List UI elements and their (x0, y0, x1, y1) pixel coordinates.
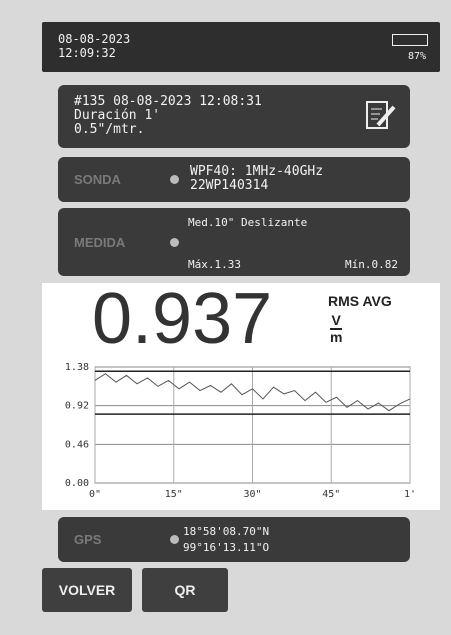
max-value: Máx.1.33 (188, 258, 241, 271)
spacing: 0.5"/mtr. (74, 122, 145, 137)
y-tick-label: 1.38 (65, 362, 89, 373)
battery-level: 87% (407, 51, 426, 62)
duration: Duración 1' (74, 108, 161, 123)
measure-label: MEDIDA (74, 235, 126, 250)
status-bar: 08-08-2023 12:09:32 87% (42, 22, 440, 72)
trend-chart: 0.00 0.46 0.92 1.38 0" 15" 30" 45" 1' (65, 362, 416, 500)
gps-label: GPS (74, 532, 102, 547)
unit-denominator: m (330, 329, 343, 345)
min-value: Mín.0.82 (345, 258, 398, 271)
x-tick-label: 45" (322, 489, 340, 500)
probe-model: WPF40: 1MHz-40GHz (190, 164, 324, 179)
longitude: 99°16'13.11"O (183, 541, 270, 554)
x-tick-label: 1' (404, 489, 416, 500)
y-tick-label: 0.00 (65, 478, 89, 489)
record-panel: #135 08-08-2023 12:08:31 Duración 1' 0.5… (58, 85, 410, 148)
arrow (170, 535, 179, 544)
record-id: #135 08-08-2023 12:08:31 (74, 94, 262, 109)
y-tick-label: 0.46 (65, 439, 89, 450)
date: 08-08-2023 (58, 32, 131, 46)
x-tick-label: 30" (243, 489, 261, 500)
unit-numerator: V (330, 312, 343, 330)
qr-button[interactable]: QR (142, 568, 228, 612)
reading-value: 0.937 (92, 279, 273, 359)
battery-icon (392, 34, 428, 46)
reading-mode: RMS AVG (328, 293, 392, 309)
y-tick-label: 0.92 (65, 401, 89, 412)
unit: V m (330, 312, 343, 345)
x-tick-label: 15" (165, 489, 183, 500)
latitude: 18°58'08.70"N (183, 525, 270, 538)
signal-line (94, 373, 411, 412)
probe-panel: SONDA WPF40: 1MHz-40GHz 22WP140314 (58, 157, 410, 202)
arrow (170, 175, 179, 184)
measure-panel: MEDIDA Med.10" Deslizante Máx.1.33 Mín.0… (58, 208, 410, 276)
arrow (170, 238, 179, 247)
gps-panel: GPS 18°58'08.70"N 99°16'13.11"O (58, 517, 410, 562)
edit-icon (366, 101, 396, 129)
reading-panel: 0.937 RMS AVG V m 0.00 0.46 0.92 1.38 0" 15" 3… (42, 279, 440, 510)
time: 12:09:32 (58, 46, 116, 60)
back-button[interactable]: VOLVER (42, 568, 132, 612)
measure-mode: Med.10" Deslizante (188, 216, 308, 229)
x-tick-label: 0" (89, 489, 101, 500)
probe-label: SONDA (74, 172, 121, 187)
probe-serial: 22WP140314 (190, 178, 269, 193)
